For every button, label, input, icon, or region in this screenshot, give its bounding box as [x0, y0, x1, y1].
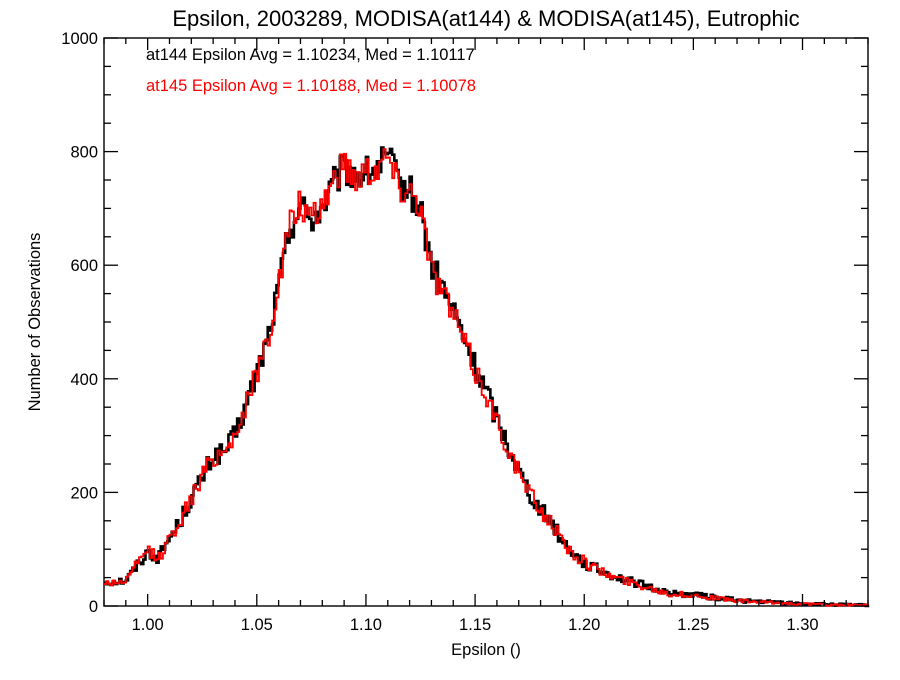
x-axis-label: Epsilon ()	[451, 641, 521, 659]
plot-frame	[103, 37, 869, 607]
x-tick-label: 1.25	[677, 616, 709, 634]
annotation-at145: at145 Epsilon Avg = 1.10188, Med = 1.100…	[146, 77, 476, 95]
x-tick-label: 1.15	[459, 616, 491, 634]
x-tick-label: 1.20	[568, 616, 600, 634]
annotation-at144: at144 Epsilon Avg = 1.10234, Med = 1.101…	[146, 46, 475, 64]
y-tick-label: 800	[70, 144, 98, 162]
y-tick-label: 400	[70, 371, 98, 389]
chart-title: Epsilon, 2003289, MODISA(at144) & MODISA…	[172, 6, 799, 31]
x-tick-label: 1.30	[786, 616, 818, 634]
y-tick-label: 0	[89, 598, 98, 616]
y-tick-label: 600	[70, 257, 98, 275]
series-line-1	[104, 148, 869, 607]
x-tick-label: 1.05	[241, 616, 273, 634]
series-layer	[104, 146, 870, 608]
ticks-layer: 1.00 1.05 1.10 1.15 1.20 1.25 1.30 0 200 400 600 80…	[61, 30, 869, 634]
series-line-0	[104, 146, 870, 608]
y-tick-label: 200	[70, 484, 98, 502]
x-tick-label: 1.00	[132, 616, 164, 634]
y-axis-label: Number of Observations	[26, 233, 44, 412]
y-tick-label: 1000	[61, 30, 98, 48]
x-tick-label: 1.10	[350, 616, 382, 634]
